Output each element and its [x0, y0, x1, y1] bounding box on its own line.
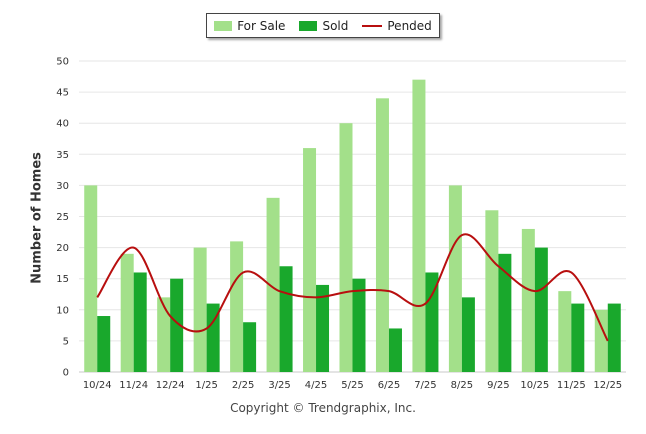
x-axis-ticks: 10/24 11/24 12/24 1/25 2/25 3/25 4/25 5/25 6/25 7…: [83, 380, 622, 391]
y-axis-ticks: 0 5 10 15 20 25 30 35 40 45 50: [56, 57, 69, 379]
legend-swatch-sold: [299, 20, 318, 31]
bar-for-sale[interactable]: [412, 79, 426, 372]
pended-line-series: [96, 233, 609, 342]
legend-label-sold: Sold: [322, 18, 349, 33]
y-tick-label: 45: [56, 88, 69, 99]
bar-sold[interactable]: [571, 303, 585, 372]
y-tick-label: 35: [56, 150, 69, 161]
bar-sold[interactable]: [607, 303, 621, 372]
x-tick-label: 1/25: [195, 380, 217, 391]
bar-for-sale[interactable]: [266, 197, 280, 372]
bar-sold[interactable]: [461, 297, 475, 372]
x-tick-label: 6/25: [378, 380, 400, 391]
y-tick-label: 10: [56, 305, 69, 316]
y-tick-label: 30: [56, 181, 69, 192]
bar-sold[interactable]: [279, 266, 293, 372]
x-tick-label: 7/25: [414, 380, 436, 391]
bar-for-sale[interactable]: [303, 148, 317, 372]
bar-for-sale[interactable]: [230, 241, 244, 372]
bar-for-sale[interactable]: [558, 291, 572, 372]
bar-for-sale[interactable]: [84, 185, 98, 372]
legend-item-pended[interactable]: Pended: [362, 18, 432, 33]
y-tick-label: 0: [63, 368, 69, 379]
bar-sold[interactable]: [243, 322, 257, 372]
x-tick-label: 12/25: [593, 380, 622, 391]
bar-sold[interactable]: [352, 278, 366, 372]
pended-line[interactable]: [96, 233, 609, 342]
bar-sold[interactable]: [206, 303, 220, 372]
bar-for-sale[interactable]: [193, 247, 207, 372]
x-tick-label: 2/25: [232, 380, 254, 391]
bar-sold[interactable]: [133, 272, 147, 372]
legend-swatch-for-sale: [214, 20, 233, 31]
copyright-text: Copyright © Trendgraphix, Inc.: [230, 401, 416, 415]
y-tick-label: 25: [56, 212, 69, 223]
legend-item-sold[interactable]: Sold: [299, 19, 348, 33]
legend-label-for-sale: For Sale: [237, 18, 286, 33]
y-axis-label: Number of Homes: [29, 152, 45, 284]
x-tick-label: 10/24: [83, 380, 112, 391]
y-tick-label: 15: [56, 274, 69, 285]
y-tick-label: 40: [56, 119, 69, 130]
legend-label-pended: Pended: [387, 18, 432, 33]
bar-series: [84, 79, 621, 372]
bar-for-sale[interactable]: [448, 185, 462, 372]
y-tick-label: 50: [56, 57, 69, 68]
x-tick-label: 10/25: [520, 380, 549, 391]
bar-for-sale[interactable]: [157, 297, 171, 372]
x-tick-label: 9/25: [487, 380, 509, 391]
bar-sold[interactable]: [534, 247, 548, 372]
bar-sold[interactable]: [170, 278, 184, 372]
bar-sold[interactable]: [388, 328, 402, 372]
bar-for-sale[interactable]: [375, 98, 389, 372]
x-tick-label: 11/24: [119, 380, 148, 391]
legend-swatch-pended: [362, 24, 383, 27]
bar-for-sale[interactable]: [485, 210, 499, 372]
x-tick-label: 5/25: [341, 380, 363, 391]
bar-for-sale[interactable]: [594, 309, 608, 372]
x-tick-label: 4/25: [305, 380, 327, 391]
x-tick-label: 12/24: [156, 380, 185, 391]
x-tick-label: 8/25: [451, 380, 473, 391]
x-tick-label: 3/25: [268, 380, 290, 391]
bar-for-sale[interactable]: [120, 253, 134, 372]
x-tick-label: 11/25: [557, 380, 586, 391]
y-tick-label: 20: [56, 243, 69, 254]
legend-item-for-sale[interactable]: For Sale: [214, 19, 285, 33]
bar-sold[interactable]: [498, 253, 512, 372]
bar-for-sale[interactable]: [339, 123, 353, 372]
y-tick-label: 5: [63, 336, 69, 347]
bar-sold[interactable]: [97, 316, 111, 372]
legend: For Sale Sold Pended: [206, 13, 440, 38]
bar-sold[interactable]: [425, 272, 439, 372]
bar-for-sale[interactable]: [521, 228, 535, 372]
bar-sold[interactable]: [316, 284, 330, 372]
